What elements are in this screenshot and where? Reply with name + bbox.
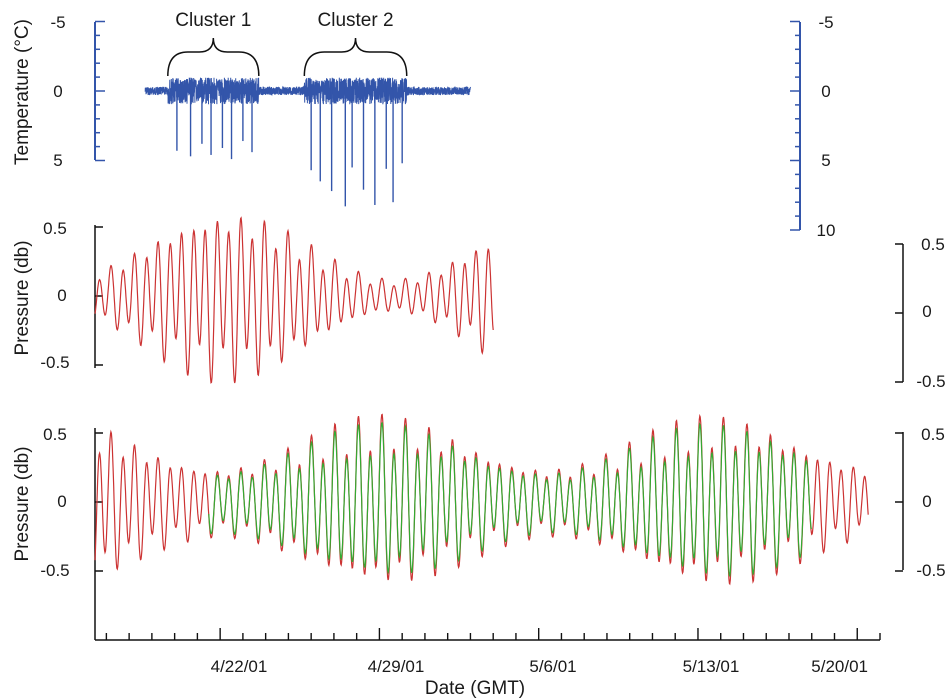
pressure-model-line-green bbox=[208, 422, 812, 578]
pressure-comparison-y-axis-label: Pressure (db) bbox=[12, 446, 33, 561]
cluster-2-brace bbox=[303, 37, 408, 77]
pressure-observed-line bbox=[94, 216, 494, 384]
temperature-right-tick-label: 0 bbox=[821, 82, 830, 101]
x-axis-title: Date (GMT) bbox=[425, 678, 525, 698]
temperature-right-tick-label: 5 bbox=[821, 151, 830, 170]
pressure-observed-left-tick-label: 0 bbox=[57, 286, 66, 305]
pressure-comparison-right-tick-label: -0.5 bbox=[916, 561, 945, 580]
x-tick-label: 5/20/01 bbox=[811, 657, 868, 676]
temperature-panel: -5 0 5 -5 0 5 10 Temperature (°C) Cluste… bbox=[12, 10, 835, 240]
pressure-comparison-left-tick-label: -0.5 bbox=[40, 561, 69, 580]
pressure-observed-panel: 0.5 0 -0.5 0.5 0 -0.5 Pressure (db) bbox=[12, 216, 946, 391]
temperature-y-axis-label: Temperature (°C) bbox=[12, 19, 33, 165]
temperature-left-tick-label: -5 bbox=[50, 13, 65, 32]
pressure-observed-series bbox=[94, 216, 494, 384]
x-axis-tick-marks bbox=[105, 628, 881, 640]
pressure-comparison-left-tick-label: 0 bbox=[57, 492, 66, 511]
pressure-observed-right-tick-label: 0 bbox=[922, 302, 931, 321]
temperature-left-tick-label: 0 bbox=[53, 82, 62, 101]
x-tick-label: 4/22/01 bbox=[211, 657, 268, 676]
temperature-left-tick-label: 5 bbox=[53, 151, 62, 170]
pressure-comparison-right-tick-label: 0 bbox=[922, 492, 931, 511]
temperature-series bbox=[144, 77, 471, 207]
pressure-observed-right-tick-label: 0.5 bbox=[921, 235, 945, 254]
cluster-1-brace bbox=[167, 37, 260, 77]
pressure-comparison-series bbox=[94, 413, 869, 586]
pressure-comparison-right-tick-label: 0.5 bbox=[921, 425, 945, 444]
pressure-observed-right-tick-label: -0.5 bbox=[916, 372, 945, 391]
pressure-comparison-panel: 0.5 0 -0.5 0.5 0 -0.5 Pressure (db) 4/22… bbox=[12, 413, 946, 698]
cluster-1-label: Cluster 1 bbox=[175, 10, 251, 31]
pressure-comparison-tick-marks bbox=[95, 432, 903, 572]
pressure-observed-y-axis-label: Pressure (db) bbox=[12, 240, 33, 355]
pressure-comparison-left-tick-label: 0.5 bbox=[43, 425, 67, 444]
x-tick-label: 5/13/01 bbox=[683, 657, 740, 676]
temperature-line bbox=[144, 77, 471, 105]
pressure-observed-left-tick-label: 0.5 bbox=[43, 219, 67, 238]
cluster-2-label: Cluster 2 bbox=[318, 10, 394, 31]
pressure-observed-tick-marks bbox=[95, 226, 903, 383]
pressure-observed-left-tick-label: -0.5 bbox=[40, 353, 69, 372]
temperature-tick-marks bbox=[95, 20, 800, 231]
x-tick-label: 5/6/01 bbox=[529, 657, 576, 676]
cluster-brackets: Cluster 1 Cluster 2 bbox=[167, 10, 408, 77]
temperature-right-tick-label: -5 bbox=[818, 13, 833, 32]
x-tick-label: 4/29/01 bbox=[368, 657, 425, 676]
temperature-right-tick-label: 10 bbox=[817, 221, 836, 240]
